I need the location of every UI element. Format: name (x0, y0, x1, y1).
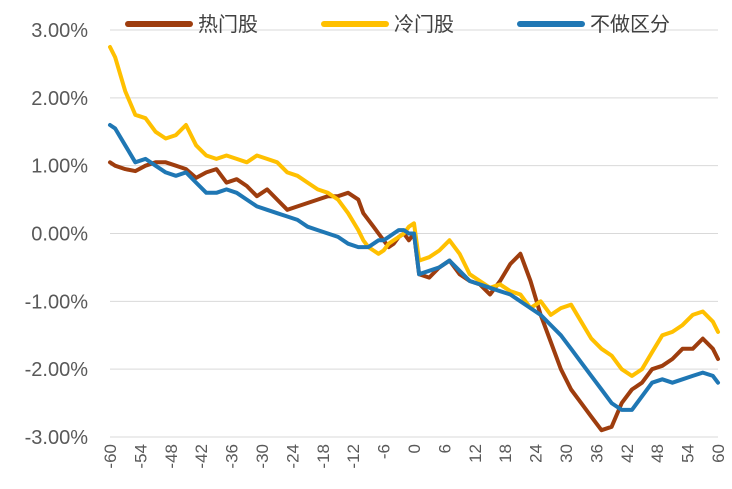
x-tick-label: -36 (223, 444, 242, 469)
x-tick-label: -24 (283, 444, 302, 469)
series-line-0 (108, 160, 720, 433)
x-tick-label: 36 (587, 444, 606, 463)
x-tick-label: 0 (405, 444, 424, 453)
x-tick-label: 60 (709, 444, 728, 463)
x-tick-label: -60 (101, 444, 120, 469)
y-tick-label: -3.00% (25, 427, 89, 449)
legend-label-2: 不做区分 (590, 12, 670, 36)
x-tick-label: -30 (253, 444, 272, 469)
series-points-0 (109, 162, 719, 431)
x-tick-label: -42 (192, 444, 211, 469)
y-axis-ticks: 3.00% 2.00% 1.00% 0.00% -1.00% -2.00% -3.00% (25, 20, 89, 449)
y-tick-label: -1.00% (25, 291, 89, 313)
y-tick-label: 1.00% (31, 156, 88, 178)
y-tick-label: 3.00% (31, 20, 88, 42)
x-tick-label: -48 (162, 444, 181, 469)
y-tick-label: 2.00% (31, 88, 88, 110)
x-axis-ticks: -60 -54 -48 -42 -36 -30 -24 -18 -12 -6 0 6 12 18 24 30 3… (101, 444, 728, 469)
series-points-1 (109, 46, 719, 376)
x-tick-label: 54 (679, 444, 698, 463)
x-tick-label: 12 (466, 444, 485, 463)
legend-label-1: 冷门股 (394, 12, 454, 36)
series-line-1 (108, 45, 720, 378)
gridlines (110, 29, 718, 438)
series-line-2 (108, 123, 720, 412)
x-tick-label: 30 (557, 444, 576, 463)
y-tick-label: -2.00% (25, 359, 89, 381)
x-tick-label: -54 (131, 444, 150, 469)
x-tick-label: 6 (435, 444, 454, 453)
x-tick-label: -6 (375, 444, 394, 459)
x-tick-label: 48 (648, 444, 667, 463)
x-tick-label: -18 (314, 444, 333, 469)
x-tick-label: 24 (527, 444, 546, 463)
x-tick-label: -12 (344, 444, 363, 469)
series-lines (108, 45, 720, 433)
series-points-2 (109, 124, 719, 410)
legend-label-0: 热门股 (198, 12, 258, 36)
y-tick-label: 0.00% (31, 224, 88, 246)
legend: 热门股 冷门股 不做区分 (125, 12, 670, 36)
x-tick-label: 18 (496, 444, 515, 463)
x-tick-label: 42 (618, 444, 637, 463)
